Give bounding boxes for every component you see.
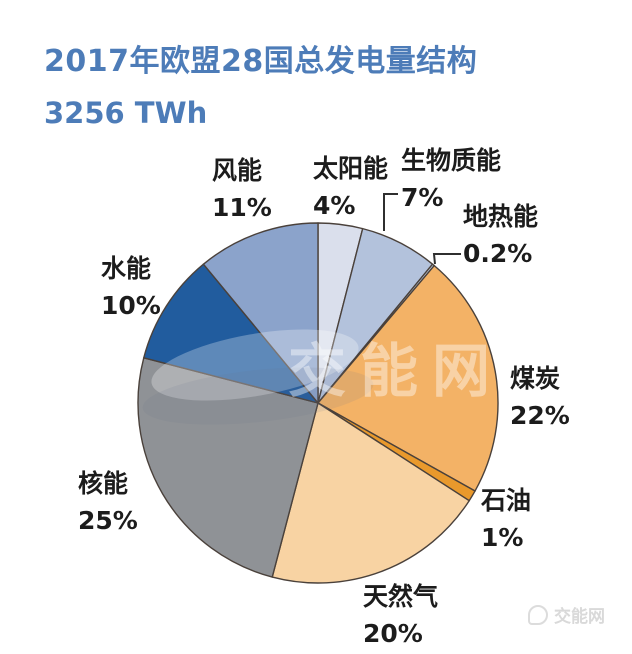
leader-line-biomass	[383, 193, 398, 231]
pie-slices-group	[137, 222, 499, 584]
label-natural-gas-percent: 20%	[363, 619, 423, 648]
label-solar-percent: 4%	[313, 191, 356, 220]
label-solar-name: 太阳能	[313, 154, 389, 183]
label-coal-percent: 22%	[510, 401, 570, 430]
leader-line-geothermal	[432, 253, 461, 265]
label-hydro: 水能 10%	[101, 250, 161, 324]
label-coal: 煤炭 22%	[510, 360, 570, 434]
label-geothermal-name: 地热能	[463, 202, 539, 231]
label-wind-name: 风能	[212, 156, 263, 185]
label-biomass: 生物质能 7%	[401, 142, 501, 216]
chart-total: 3256 TWh	[44, 96, 208, 130]
label-natural-gas: 天然气 20%	[363, 578, 438, 652]
pie-slice-4	[317, 264, 499, 492]
label-oil-name: 石油	[481, 486, 532, 515]
label-oil: 石油 1%	[481, 482, 531, 556]
label-hydro-name: 水能	[101, 254, 152, 283]
label-natural-gas-name: 天然气	[363, 582, 439, 611]
label-nuclear-name: 核能	[78, 469, 129, 498]
label-hydro-percent: 10%	[101, 291, 161, 320]
corner-watermark: 交能网	[528, 602, 605, 627]
label-wind-percent: 11%	[212, 193, 272, 222]
label-biomass-percent: 7%	[401, 183, 444, 212]
label-coal-name: 煤炭	[510, 364, 561, 393]
pie-slice-7	[137, 357, 319, 578]
chart-title-block: 2017年欧盟28国总发电量结构 3256 TWh	[44, 36, 477, 130]
label-geothermal-percent: 0.2%	[463, 239, 533, 268]
watermark-logo-icon	[528, 604, 548, 625]
pie-slice-6	[271, 402, 470, 584]
label-geothermal: 地热能 0.2%	[463, 198, 538, 272]
label-oil-percent: 1%	[481, 523, 524, 552]
label-nuclear-percent: 25%	[78, 506, 138, 535]
chart-title: 2017年欧盟28国总发电量结构	[44, 44, 478, 79]
center-watermark-text: 交能网	[288, 337, 505, 405]
corner-watermark-text: 交能网	[554, 607, 605, 627]
pie-slice-9	[202, 222, 319, 404]
pie-slice-8	[143, 263, 319, 404]
label-nuclear: 核能 25%	[78, 465, 138, 539]
label-biomass-name: 生物质能	[401, 146, 502, 175]
label-wind: 风能 11%	[212, 152, 272, 226]
label-solar: 太阳能 4%	[313, 150, 388, 224]
